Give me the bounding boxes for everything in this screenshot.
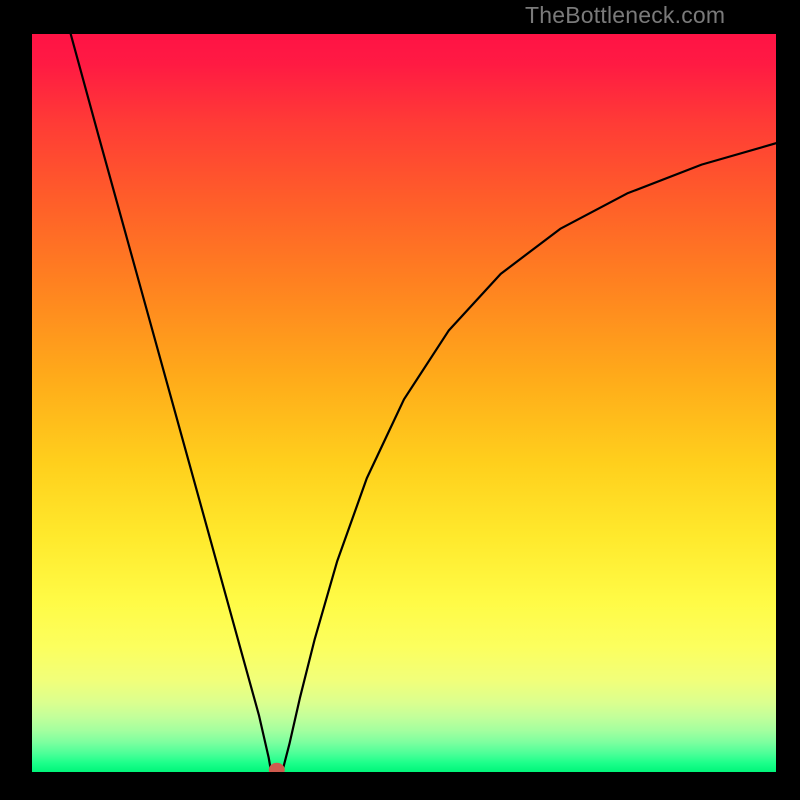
watermark-text: TheBottleneck.com [525,2,725,29]
frame-bottom [0,772,800,800]
plot-area [32,34,776,772]
frame-right [776,0,800,800]
frame-left [0,0,32,800]
plot-background [32,34,776,772]
plot-svg [32,34,776,772]
